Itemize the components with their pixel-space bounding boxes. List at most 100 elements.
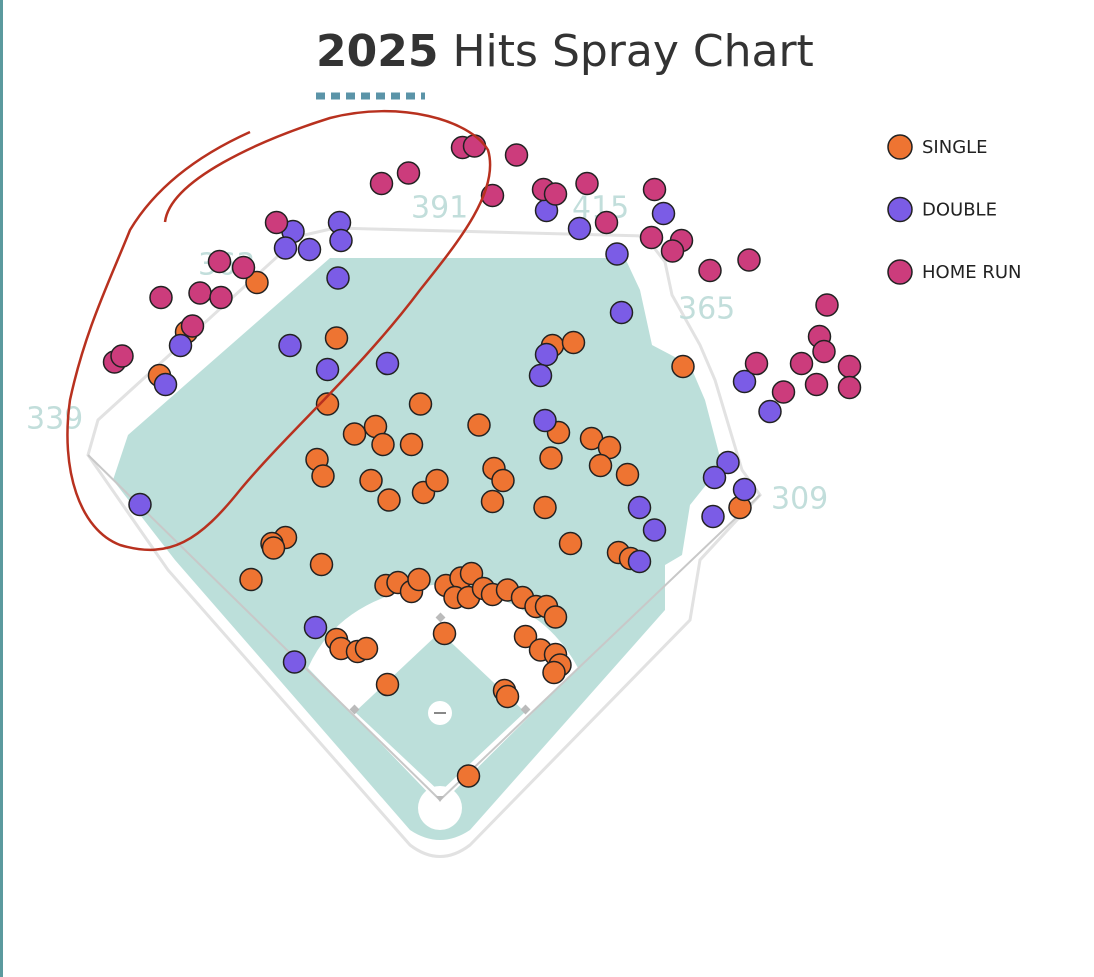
hit-point xyxy=(128,492,152,517)
hit-point xyxy=(297,237,322,262)
distance-marker: 365 xyxy=(678,292,735,327)
hit-point xyxy=(231,255,256,280)
hit-point xyxy=(837,375,862,400)
hit-point xyxy=(467,413,491,437)
hit-point xyxy=(627,549,652,574)
hit-point xyxy=(698,258,722,283)
hit-point xyxy=(209,285,233,310)
hit-point xyxy=(758,399,782,424)
hit-point xyxy=(605,242,629,266)
hit-point xyxy=(371,432,395,457)
hit-point xyxy=(245,270,269,295)
hit-point xyxy=(311,464,335,488)
hit-point xyxy=(533,408,557,433)
hit-point xyxy=(480,183,505,208)
hit-point xyxy=(495,684,520,709)
hit-point xyxy=(188,281,212,305)
second-base xyxy=(435,612,446,623)
points xyxy=(102,134,862,788)
home-plate-circle xyxy=(418,786,462,830)
legend-marker[interactable] xyxy=(887,259,913,285)
hit-point xyxy=(432,621,457,646)
legend-label[interactable]: DOUBLE xyxy=(922,200,997,221)
hit-point xyxy=(651,201,676,226)
hit-point xyxy=(168,333,193,358)
hit-point xyxy=(408,392,433,416)
hit-point xyxy=(315,357,340,382)
foul-line-right xyxy=(439,494,761,801)
hit-point xyxy=(456,764,481,788)
hit-point xyxy=(732,369,757,394)
hit-point xyxy=(744,351,769,376)
legend-marker[interactable] xyxy=(887,134,913,160)
hit-point xyxy=(642,177,667,202)
hit-point xyxy=(513,624,538,649)
hit-point xyxy=(504,143,529,167)
hit-point xyxy=(701,504,725,529)
hit-point xyxy=(561,330,586,355)
hit-point xyxy=(303,615,328,640)
hit-point xyxy=(377,488,401,512)
hit-point xyxy=(239,567,263,592)
hit-point xyxy=(369,171,394,196)
hit-point xyxy=(702,465,727,490)
hit-point xyxy=(329,228,353,253)
hit-point xyxy=(309,552,334,577)
hit-point xyxy=(480,489,505,514)
hit-point xyxy=(660,239,685,263)
hit-point xyxy=(315,392,340,416)
hit-point xyxy=(375,672,400,697)
hit-point xyxy=(261,536,286,560)
hit-point xyxy=(282,650,307,674)
hit-point xyxy=(812,339,836,364)
hit-point xyxy=(528,363,553,388)
hit-point xyxy=(264,210,289,235)
hit-point xyxy=(149,285,173,310)
hit-point xyxy=(407,567,431,592)
legend-label[interactable]: HOME RUN xyxy=(922,262,1021,283)
title-text: Hits Spray Chart xyxy=(452,26,813,77)
first-base xyxy=(520,704,531,715)
title-year: 2025 xyxy=(316,26,438,77)
hit-point xyxy=(539,446,563,470)
hit-point xyxy=(399,432,424,457)
legend: SINGLE DOUBLE HOME RUN xyxy=(887,134,1021,285)
legend-marker[interactable] xyxy=(887,196,913,223)
hit-point xyxy=(558,531,583,556)
chart-title: 2025 Hits Spray Chart xyxy=(316,26,814,77)
distance-marker: 391 xyxy=(411,191,468,226)
hit-point xyxy=(837,354,862,379)
hit-point xyxy=(575,171,599,196)
hit-point xyxy=(627,495,652,520)
hit-point xyxy=(789,351,814,376)
hit-point xyxy=(543,605,568,629)
hit-point xyxy=(326,266,350,290)
hit-point xyxy=(273,236,298,260)
hit-point xyxy=(110,344,134,368)
hit-point xyxy=(354,636,379,661)
distance-marker: 309 xyxy=(771,482,828,517)
hit-point xyxy=(716,450,740,475)
hit-point xyxy=(462,134,487,158)
hit-point xyxy=(396,161,421,185)
hit-point xyxy=(491,468,515,493)
hit-point xyxy=(804,372,829,397)
hit-point xyxy=(153,372,178,397)
hit-point xyxy=(588,453,613,478)
hit-point xyxy=(642,518,667,542)
hit-point xyxy=(533,495,557,520)
hit-point xyxy=(207,249,232,274)
hit-point xyxy=(609,300,634,325)
hit-point xyxy=(771,380,796,404)
hit-point xyxy=(732,477,757,502)
hit-point xyxy=(542,660,566,685)
hit-point xyxy=(639,225,664,250)
hit-point xyxy=(594,210,619,235)
legend-label[interactable]: SINGLE xyxy=(922,137,988,158)
field xyxy=(86,226,762,858)
hit-point xyxy=(615,462,640,487)
hit-point xyxy=(324,326,349,350)
hit-point xyxy=(815,293,839,317)
